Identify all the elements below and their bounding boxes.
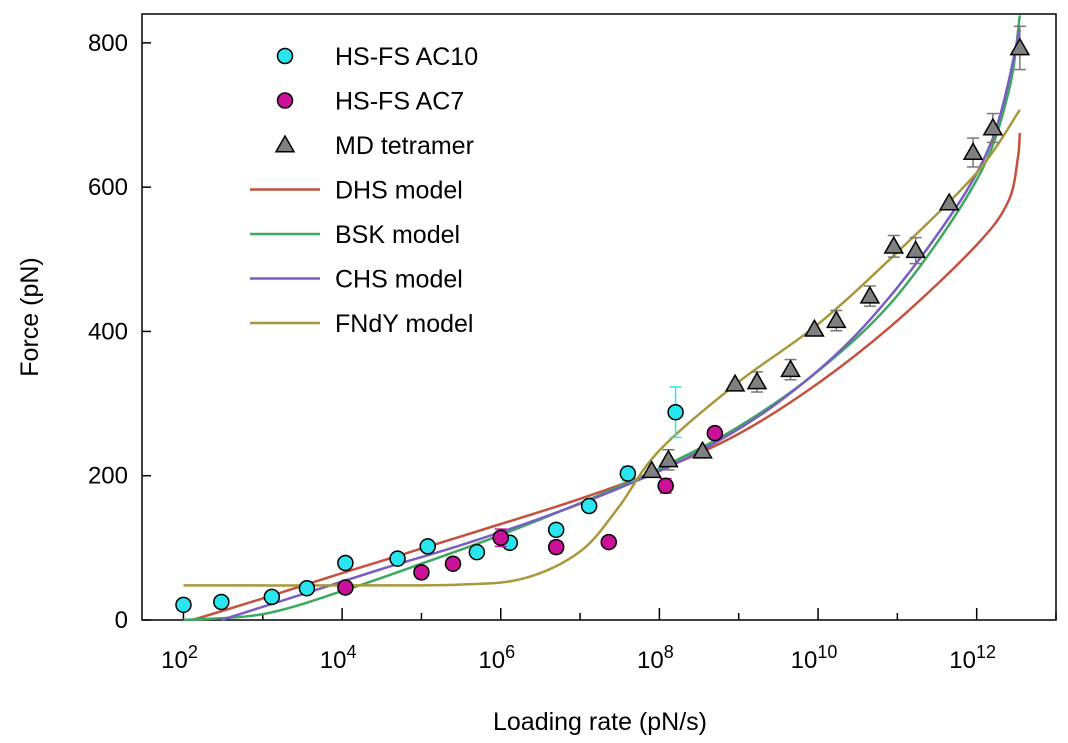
hs-fs-ac7-point (547, 538, 565, 556)
hs-fs-ac10-point (337, 554, 354, 572)
hs-fs-ac10-point (263, 588, 281, 606)
hs-fs-ac10-point (619, 465, 637, 482)
md-tetramer-point (641, 460, 663, 479)
data-points (175, 25, 1031, 614)
x-tick-label: 102 (161, 642, 198, 674)
hs-fs-ac7-point (706, 424, 724, 442)
legend: HS-FS AC10 HS-FS AC7 MD tetramer DHS model B… (250, 43, 478, 338)
x-axis-title: Loading rate (pN/s) (493, 708, 707, 736)
y-axis-title: Force (pN) (16, 257, 44, 376)
hs-fs-ac7-point (413, 564, 430, 581)
md-tetramer-point (746, 371, 768, 390)
legend-hs-fs-ac7-label: HS-FS AC7 (335, 88, 464, 116)
x-tick-label: 108 (637, 642, 674, 674)
hs-fs-ac7-point (657, 477, 674, 495)
y-tick-label: 0 (115, 607, 128, 634)
y-tick-label: 600 (88, 174, 128, 201)
md-tetramer-point (883, 235, 905, 254)
y-tick-label: 200 (88, 463, 128, 490)
legend-chs-model-label: CHS model (335, 266, 463, 294)
legend-md-tetramer-label: MD tetramer (335, 132, 474, 160)
model-curves (183, 15, 1022, 622)
x-axis: 102 104 106 108 1010 1012 (161, 608, 1057, 674)
x-tick-label: 104 (320, 642, 357, 674)
hs-fs-ac10-point (389, 550, 406, 567)
hs-fs-ac10-point (580, 497, 598, 515)
md-tetramer-point (724, 373, 746, 392)
hs-fs-ac7-point (492, 529, 510, 547)
hs-fs-ac7-point (444, 555, 462, 572)
md-tetramer-point (859, 285, 881, 304)
legend-md-tetramer-swatch (274, 134, 296, 153)
md-tetramer-point (905, 240, 926, 259)
x-tick-label: 1012 (949, 642, 996, 674)
legend-hs-fs-ac7-swatch (276, 92, 294, 109)
y-axis: 0 200 400 600 800 (88, 30, 151, 634)
legend-fndy-model-label: FNdY model (335, 310, 474, 338)
legend-hs-fs-ac10-label: HS-FS AC10 (335, 43, 478, 71)
hs-fs-ac10-point (213, 593, 230, 611)
md-tetramer-point (780, 359, 801, 378)
md-tetramer-point (804, 318, 825, 337)
y-tick-label: 400 (88, 318, 128, 345)
md-tetramer-point (658, 449, 679, 468)
hs-fs-ac10-point (468, 543, 486, 561)
hs-fs-ac10-point (175, 596, 192, 614)
md-tetramer-point (1009, 37, 1031, 56)
chs-model-curve (220, 29, 1022, 622)
md-tetramer-point (938, 192, 960, 211)
x-tick-label: 1010 (791, 642, 838, 674)
hs-fs-ac10-point (419, 538, 436, 555)
legend-bsk-model-label: BSK model (335, 221, 460, 249)
legend-dhs-model-label: DHS model (335, 177, 463, 205)
hs-fs-ac10-point (667, 403, 684, 421)
md-tetramer-point (962, 142, 984, 161)
md-tetramer-point (982, 117, 1004, 136)
plot-frame (141, 13, 1057, 621)
fndy-model-curve (183, 109, 1021, 587)
hs-fs-ac7-point (600, 533, 618, 551)
md-tetramer-point (692, 440, 713, 459)
md-tetramer-point (826, 310, 847, 329)
hs-fs-ac10-point (547, 521, 565, 539)
hs-fs-ac7-point (337, 579, 354, 596)
y-tick-label: 800 (88, 30, 128, 57)
hs-fs-ac10-point (298, 580, 316, 597)
legend-hs-fs-ac10-swatch (276, 47, 294, 65)
x-tick-label: 106 (478, 642, 515, 674)
